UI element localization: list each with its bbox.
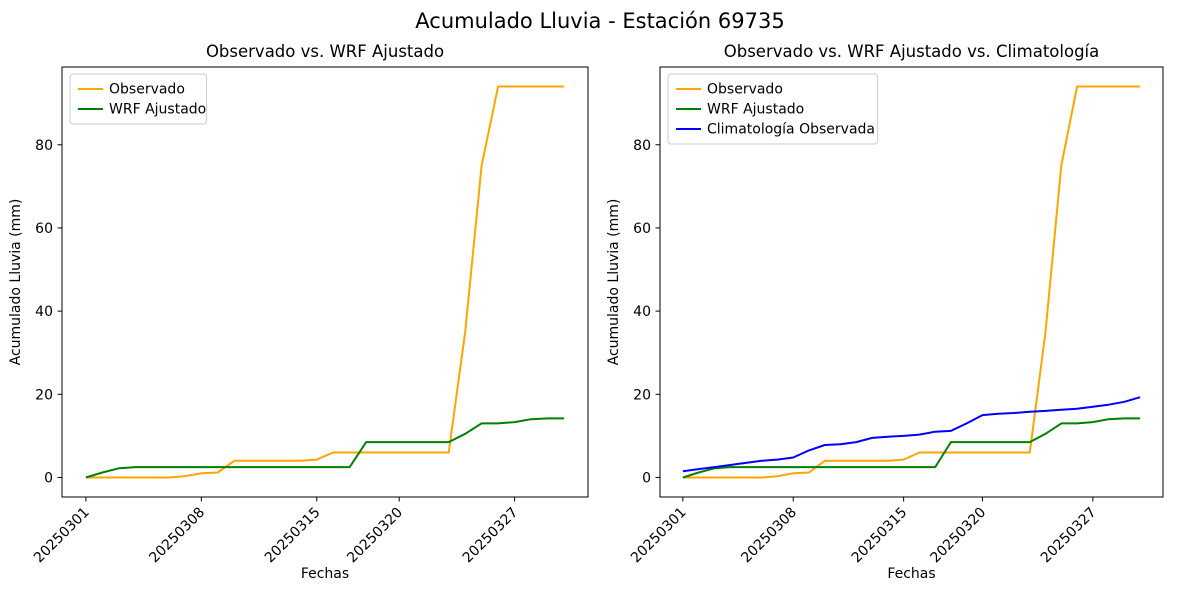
x-tick-label: 20250327 xyxy=(1038,505,1100,567)
line-wrf-ajustado xyxy=(682,417,1141,479)
legend-label-wrf-ajustado: WRF Ajustado xyxy=(109,102,206,118)
x-tick-label: 20250327 xyxy=(460,505,522,567)
y-tick-label: 20 xyxy=(633,387,651,403)
x-tick-label: 20250301 xyxy=(628,505,690,567)
y-tick-label: 40 xyxy=(35,304,53,320)
y-tick-label: 80 xyxy=(633,138,651,154)
line-observado xyxy=(85,85,565,479)
y-tick-label: 0 xyxy=(642,470,651,486)
y-tick-label: 0 xyxy=(44,470,53,486)
line-wrf-ajustado xyxy=(85,417,565,479)
axes-spines xyxy=(659,66,1164,498)
legend-label-observado: Observado xyxy=(109,82,185,98)
y-tick-label: 40 xyxy=(633,304,651,320)
x-tick-label: 20250320 xyxy=(344,505,406,567)
legend-label-wrf-ajustado: WRF Ajustado xyxy=(707,102,804,118)
y-axis-label: Acumulado Lluvia (mm) xyxy=(8,199,24,366)
subplot-2: Observado vs. WRF Ajustado vs. Climatolo… xyxy=(606,42,1164,582)
x-axis-label: Fechas xyxy=(887,566,935,582)
subplot-title: Observado vs. WRF Ajustado vs. Climatolo… xyxy=(724,42,1100,61)
legend-box xyxy=(69,73,208,125)
x-tick-label: 20250315 xyxy=(849,505,911,567)
y-tick-label: 80 xyxy=(35,138,53,154)
y-tick-label: 60 xyxy=(633,221,651,237)
y-tick-label: 60 xyxy=(35,221,53,237)
subplot-title: Observado vs. WRF Ajustado xyxy=(206,42,444,61)
x-tick-label: 20250320 xyxy=(928,505,990,567)
x-tick-label: 20250308 xyxy=(146,505,208,567)
legend-label-observado: Observado xyxy=(707,82,783,98)
x-axis-label: Fechas xyxy=(301,566,349,582)
x-tick-label: 20250301 xyxy=(31,505,93,567)
legend-box xyxy=(667,73,879,145)
legend-label-climatolog-a-observada: Climatología Observada xyxy=(707,122,875,138)
line-climatolog-a-observada xyxy=(682,396,1141,473)
x-tick-label: 20250315 xyxy=(262,505,324,567)
figure-title: Acumulado Lluvia - Estación 69735 xyxy=(415,9,785,33)
y-tick-label: 20 xyxy=(35,387,53,403)
x-tick-label: 20250308 xyxy=(738,505,800,567)
subplot-1: Observado vs. WRF Ajustado 0 20 40 60 80 20250… xyxy=(8,42,589,582)
line-observado xyxy=(682,85,1141,479)
y-axis-label: Acumulado Lluvia (mm) xyxy=(606,199,622,366)
axes-spines xyxy=(61,66,589,498)
